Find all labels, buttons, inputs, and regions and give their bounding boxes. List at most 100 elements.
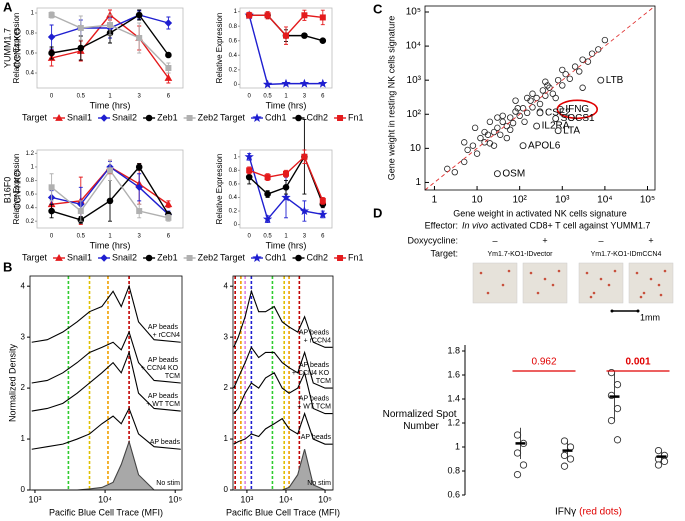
well-image [628, 262, 674, 304]
data-point [301, 32, 308, 39]
gene-label: IL2RA [542, 121, 570, 132]
x-tick-label: 0.5 [263, 94, 272, 100]
effector-italic: In vivo [462, 220, 488, 230]
legend-label: Snail2 [112, 252, 137, 262]
p-value: 0.962 [531, 357, 556, 368]
data-point [264, 190, 271, 198]
density-line [233, 289, 333, 348]
annotated-point [554, 127, 562, 135]
trace-label: AP beads [301, 434, 332, 441]
data-point [164, 73, 173, 81]
data-point [607, 368, 616, 377]
y-tick-label: 10⁵ [406, 7, 421, 18]
data-point [282, 184, 290, 191]
legend-marker [145, 254, 153, 262]
data-point [246, 12, 253, 19]
data-point [281, 192, 291, 202]
legend-marker [252, 253, 262, 262]
x-tick-label: 3 [303, 234, 307, 240]
x-tick-label: 6 [167, 234, 171, 240]
data-point [513, 449, 522, 457]
data-point [523, 94, 531, 102]
spot [663, 269, 667, 273]
data-point [613, 404, 622, 413]
p-value: 0.001 [625, 357, 650, 368]
data-point [48, 12, 55, 18]
x-tick-label: 6 [167, 94, 171, 100]
y-tick-label: 1 [415, 177, 421, 188]
x-tick-label: 1 [108, 94, 112, 100]
spot [649, 277, 653, 281]
data-point [473, 150, 481, 157]
data-point [539, 87, 547, 94]
data-point [523, 109, 531, 117]
legend-label: Zeb1 [157, 252, 178, 262]
data-point [490, 142, 498, 149]
spot [536, 291, 540, 295]
y-tick-label: 0.6 [447, 489, 460, 499]
y-tick-label: 10⁴ [406, 41, 421, 52]
data-point [542, 78, 549, 85]
trace-label: No stim [156, 480, 180, 487]
data-point [571, 63, 579, 70]
y-tick-label: 0.4 [229, 53, 238, 59]
x-tick-label: 10 [471, 195, 483, 206]
data-point [135, 183, 143, 192]
plot-frame [239, 7, 333, 89]
data-point [588, 50, 596, 57]
annotated-point [597, 76, 605, 84]
data-point [461, 139, 468, 146]
spot [557, 269, 561, 273]
data-point [613, 436, 622, 444]
series-line [248, 15, 323, 86]
data-point [549, 90, 557, 97]
data-point [536, 100, 544, 108]
legend-title: Target [220, 112, 246, 122]
legend-label: Zeb1 [157, 112, 178, 122]
legend-marker [337, 255, 344, 261]
data-point [319, 37, 327, 45]
spot [486, 291, 490, 295]
y-tick-label: 0.2 [229, 67, 238, 73]
spot [599, 277, 603, 281]
plot-frame [239, 149, 333, 229]
data-point [654, 461, 663, 469]
data-point [77, 25, 84, 31]
legend-marker [55, 113, 63, 121]
legend-label: Snail1 [67, 112, 92, 122]
x-tick-label: 10³ [555, 195, 570, 206]
y-tick-label: 0.4 [26, 205, 35, 211]
trace-label: AP beads + WT TCM [297, 395, 331, 410]
spot [501, 283, 505, 287]
y-axis-label: Gene weight in resting NK cells signatur… [386, 16, 396, 181]
data-point [136, 35, 143, 41]
row-label: CCN4 KO [12, 170, 22, 210]
panel-label: B [3, 259, 12, 274]
data-point [299, 206, 310, 216]
data-point [566, 75, 573, 82]
trace-label: AP beads + rCCN4 [299, 329, 331, 344]
data-point [301, 12, 308, 19]
data-point [552, 94, 559, 102]
x-tick-label: 1 [284, 94, 288, 100]
y-tick-label: 4 [224, 281, 229, 290]
data-point [281, 78, 291, 88]
x-tick-label: 1 [284, 234, 288, 240]
y-tick-label: 0.6 [26, 192, 35, 198]
y-tick-label: 10³ [407, 75, 422, 86]
data-point [514, 105, 521, 112]
data-point [107, 22, 113, 28]
y-tick-label: 0 [234, 222, 238, 228]
y-tick-label: 1.2 [447, 417, 460, 427]
spot [639, 295, 643, 299]
well-image [522, 262, 568, 304]
doxycycline-sign: + [648, 235, 653, 245]
y-tick-label: 0.2 [26, 219, 35, 225]
data-point [245, 173, 253, 181]
spot [642, 291, 646, 295]
data-point [264, 12, 271, 19]
data-point [512, 108, 519, 115]
annotated-point [519, 142, 527, 150]
legend-marker [252, 113, 262, 122]
spot [507, 269, 511, 273]
